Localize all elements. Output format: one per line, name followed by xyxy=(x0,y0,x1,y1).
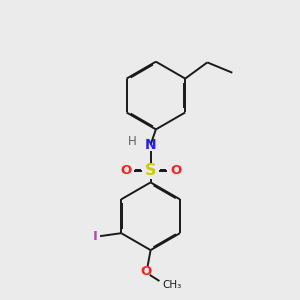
Text: O: O xyxy=(120,164,131,177)
Text: N: N xyxy=(145,138,156,152)
Text: O: O xyxy=(170,164,181,177)
Text: S: S xyxy=(145,163,156,178)
Text: O: O xyxy=(140,265,152,278)
Text: CH₃: CH₃ xyxy=(162,280,182,290)
Text: I: I xyxy=(92,230,97,243)
Text: H: H xyxy=(128,135,137,148)
